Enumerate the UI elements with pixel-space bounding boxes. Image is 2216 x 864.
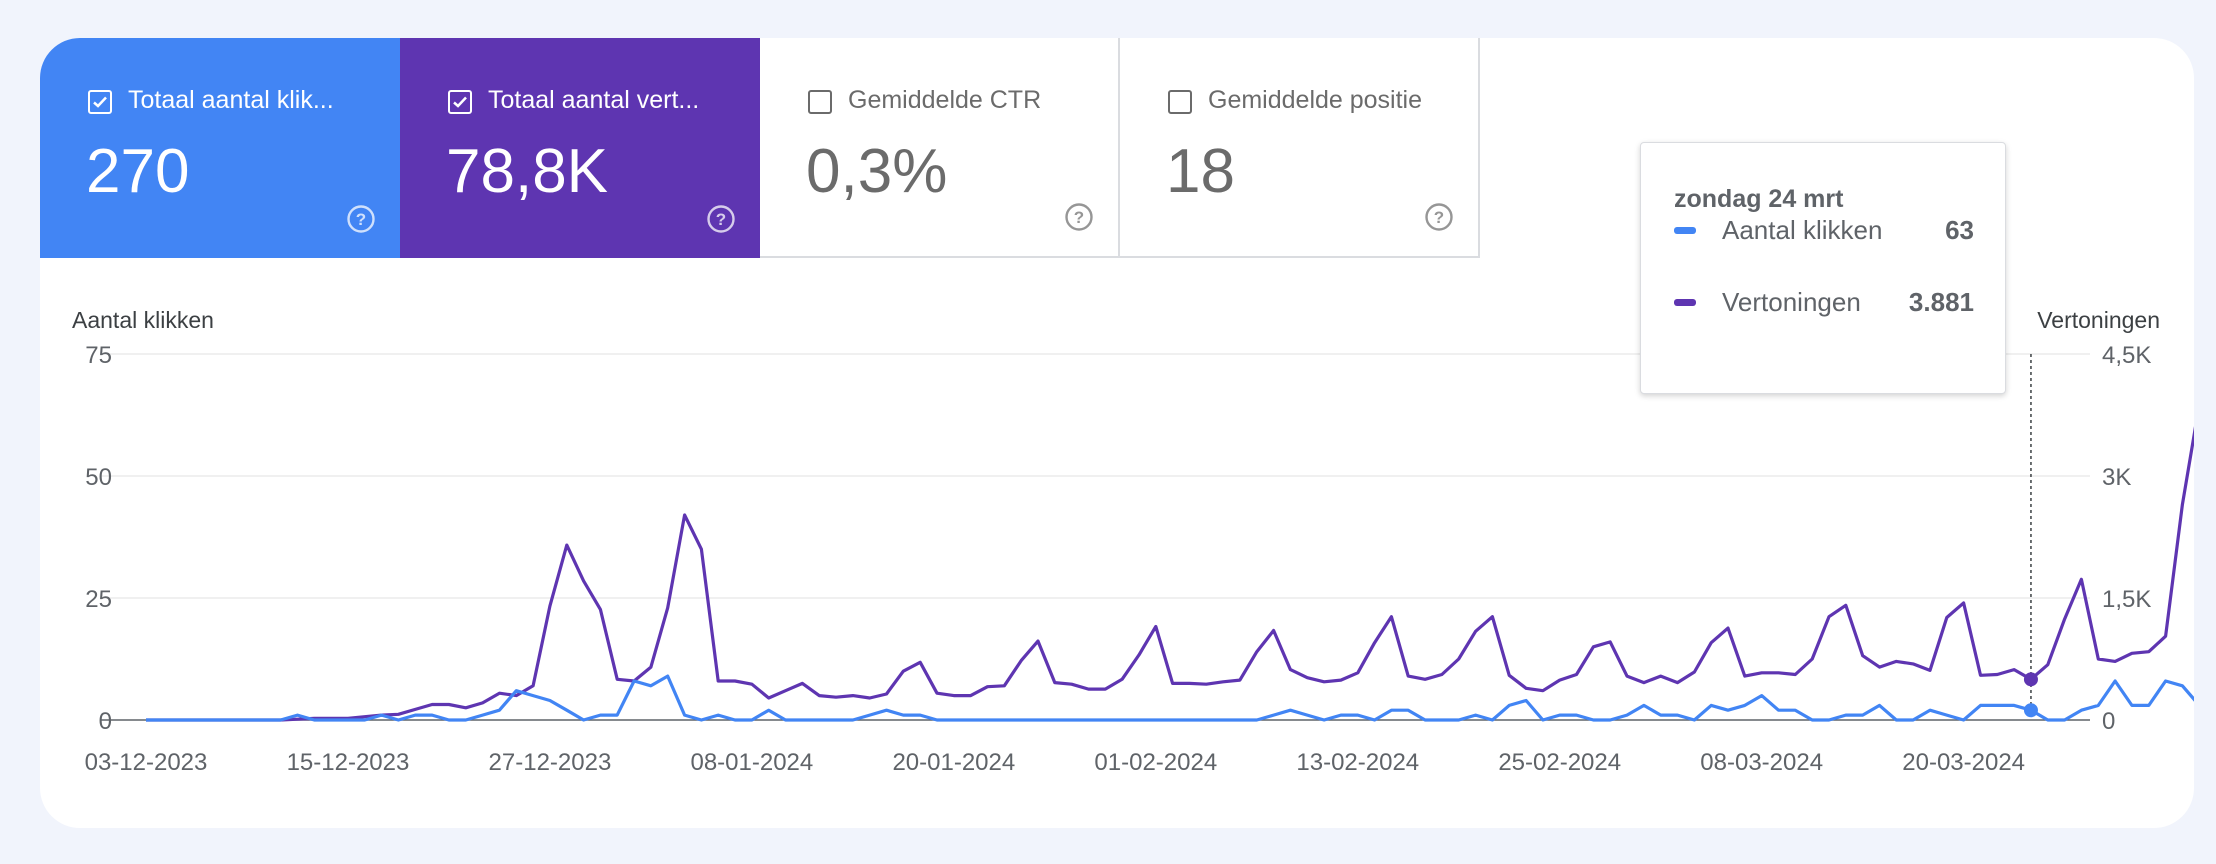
y-left-tick-label: 75 — [85, 342, 112, 369]
help-icon[interactable]: ? — [706, 204, 736, 234]
performance-card: Totaal aantal klik... 270 ? Totaal aanta… — [40, 38, 2194, 828]
y-right-tick-label: 4,5K — [2102, 342, 2151, 369]
x-tick-labels: 03-12-2023 15-12-2023 27-12-2023 08-01-2024… — [85, 749, 2025, 776]
grid-lines — [100, 353, 2090, 721]
y-left-ticks: 75 50 25 0 — [85, 342, 112, 735]
tooltip-date: zondag 24 mrt — [1674, 185, 1844, 213]
checkbox-checked-icon[interactable] — [448, 90, 472, 114]
x-tick-label: 20-01-2024 — [892, 749, 1015, 776]
hover-dot-clicks — [2023, 703, 2038, 718]
svg-text:?: ? — [1074, 208, 1084, 227]
y-left-tick-label: 50 — [85, 464, 112, 491]
metric-card-impressions[interactable]: Totaal aantal vert... 78,8K ? — [400, 38, 760, 258]
help-icon[interactable]: ? — [346, 204, 376, 234]
performance-chart[interactable]: Aantal klikken Vertoningen 75 50 25 0 4,5K 3… — [40, 38, 2194, 828]
checkbox-unchecked-icon[interactable] — [1168, 90, 1192, 114]
series-line-impressions — [146, 426, 2194, 722]
metric-card-position[interactable]: Gemiddelde positie 18 ? — [1120, 38, 1480, 258]
legend-swatch — [1674, 299, 1696, 306]
tooltip-series-name: Vertoningen — [1722, 287, 1861, 317]
svg-text:?: ? — [716, 210, 726, 229]
tooltip-series-value: 63 — [1945, 215, 1974, 245]
tooltip-row: Aantal klikken 63 — [1674, 213, 1974, 253]
metric-value: 78,8K — [446, 137, 609, 206]
y-right-ticks: 4,5K 3K 1,5K 0 — [2102, 342, 2151, 735]
svg-text:?: ? — [1434, 208, 1444, 227]
metric-value: 18 — [1166, 137, 1235, 206]
help-icon[interactable]: ? — [1064, 202, 1094, 232]
checkbox-unchecked-icon[interactable] — [808, 90, 832, 114]
y-right-tick-label: 1,5K — [2102, 586, 2151, 613]
x-tick-label: 08-03-2024 — [1700, 749, 1823, 776]
metric-value: 270 — [86, 137, 190, 206]
y-right-tick-label: 3K — [2102, 464, 2131, 491]
tooltip-row: Vertoningen 3.881 — [1674, 285, 1974, 325]
tooltip-series-value: 3.881 — [1908, 287, 1974, 317]
tooltip-series-name: Aantal klikken — [1722, 215, 1883, 245]
hover-dot-impressions — [2023, 672, 2038, 687]
y-left-tick-label: 0 — [99, 708, 112, 735]
svg-text:?: ? — [356, 210, 366, 229]
help-icon[interactable]: ? — [1424, 202, 1454, 232]
series-line-clicks — [146, 674, 2194, 722]
hover-dots — [2023, 672, 2038, 718]
checkbox-checked-icon[interactable] — [88, 90, 112, 114]
y-left-axis-title: Aantal klikken — [72, 307, 214, 333]
y-left-tick-label: 25 — [85, 586, 112, 613]
metric-card-ctr[interactable]: Gemiddelde CTR 0,3% ? — [760, 38, 1120, 258]
metric-cards: Totaal aantal klik... 270 ? Totaal aanta… — [40, 38, 1480, 258]
x-tick-label: 03-12-2023 — [85, 749, 208, 776]
legend-swatch — [1674, 227, 1696, 234]
chart-tooltip: zondag 24 mrt Aantal klikken 63 Vertoninge… — [1640, 142, 2006, 394]
y-right-tick-label: 0 — [2102, 708, 2115, 735]
series-lines — [146, 426, 2194, 722]
x-tick-label: 25-02-2024 — [1498, 749, 1621, 776]
metric-value: 0,3% — [806, 137, 948, 206]
x-tick-label: 27-12-2023 — [489, 749, 612, 776]
x-tick-label: 20-03-2024 — [1902, 749, 2025, 776]
x-tick-label: 13-02-2024 — [1296, 749, 1419, 776]
metric-card-clicks[interactable]: Totaal aantal klik... 270 ? — [40, 38, 400, 258]
x-tick-label: 15-12-2023 — [287, 749, 410, 776]
x-tick-label: 01-02-2024 — [1094, 749, 1217, 776]
y-right-axis-title: Vertoningen — [2037, 307, 2160, 333]
x-tick-label: 08-01-2024 — [690, 749, 813, 776]
